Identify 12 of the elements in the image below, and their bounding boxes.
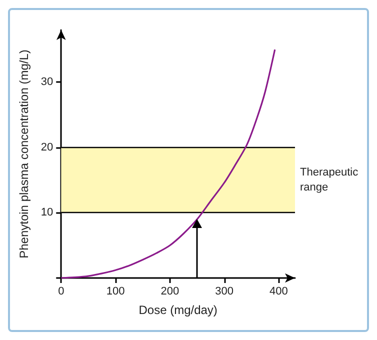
y-axis-title: Phenytoin plasma concentration (mg/L) (17, 50, 31, 258)
band-label: Therapeutic range (300, 166, 362, 194)
x-tick-label: 300 (215, 286, 234, 298)
x-tick-label: 200 (160, 286, 180, 298)
line-series (60, 48, 276, 279)
x-axis-title: Dose (mg/day) (138, 303, 218, 317)
y-tick-label: 30 (40, 76, 54, 88)
y-tick-label: 20 (40, 141, 54, 154)
y-tick-label: 10 (40, 206, 54, 219)
x-tick-label: 400 (270, 286, 288, 298)
x-tick-label: 0 (58, 286, 64, 298)
x-tick-label: 100 (106, 286, 125, 298)
